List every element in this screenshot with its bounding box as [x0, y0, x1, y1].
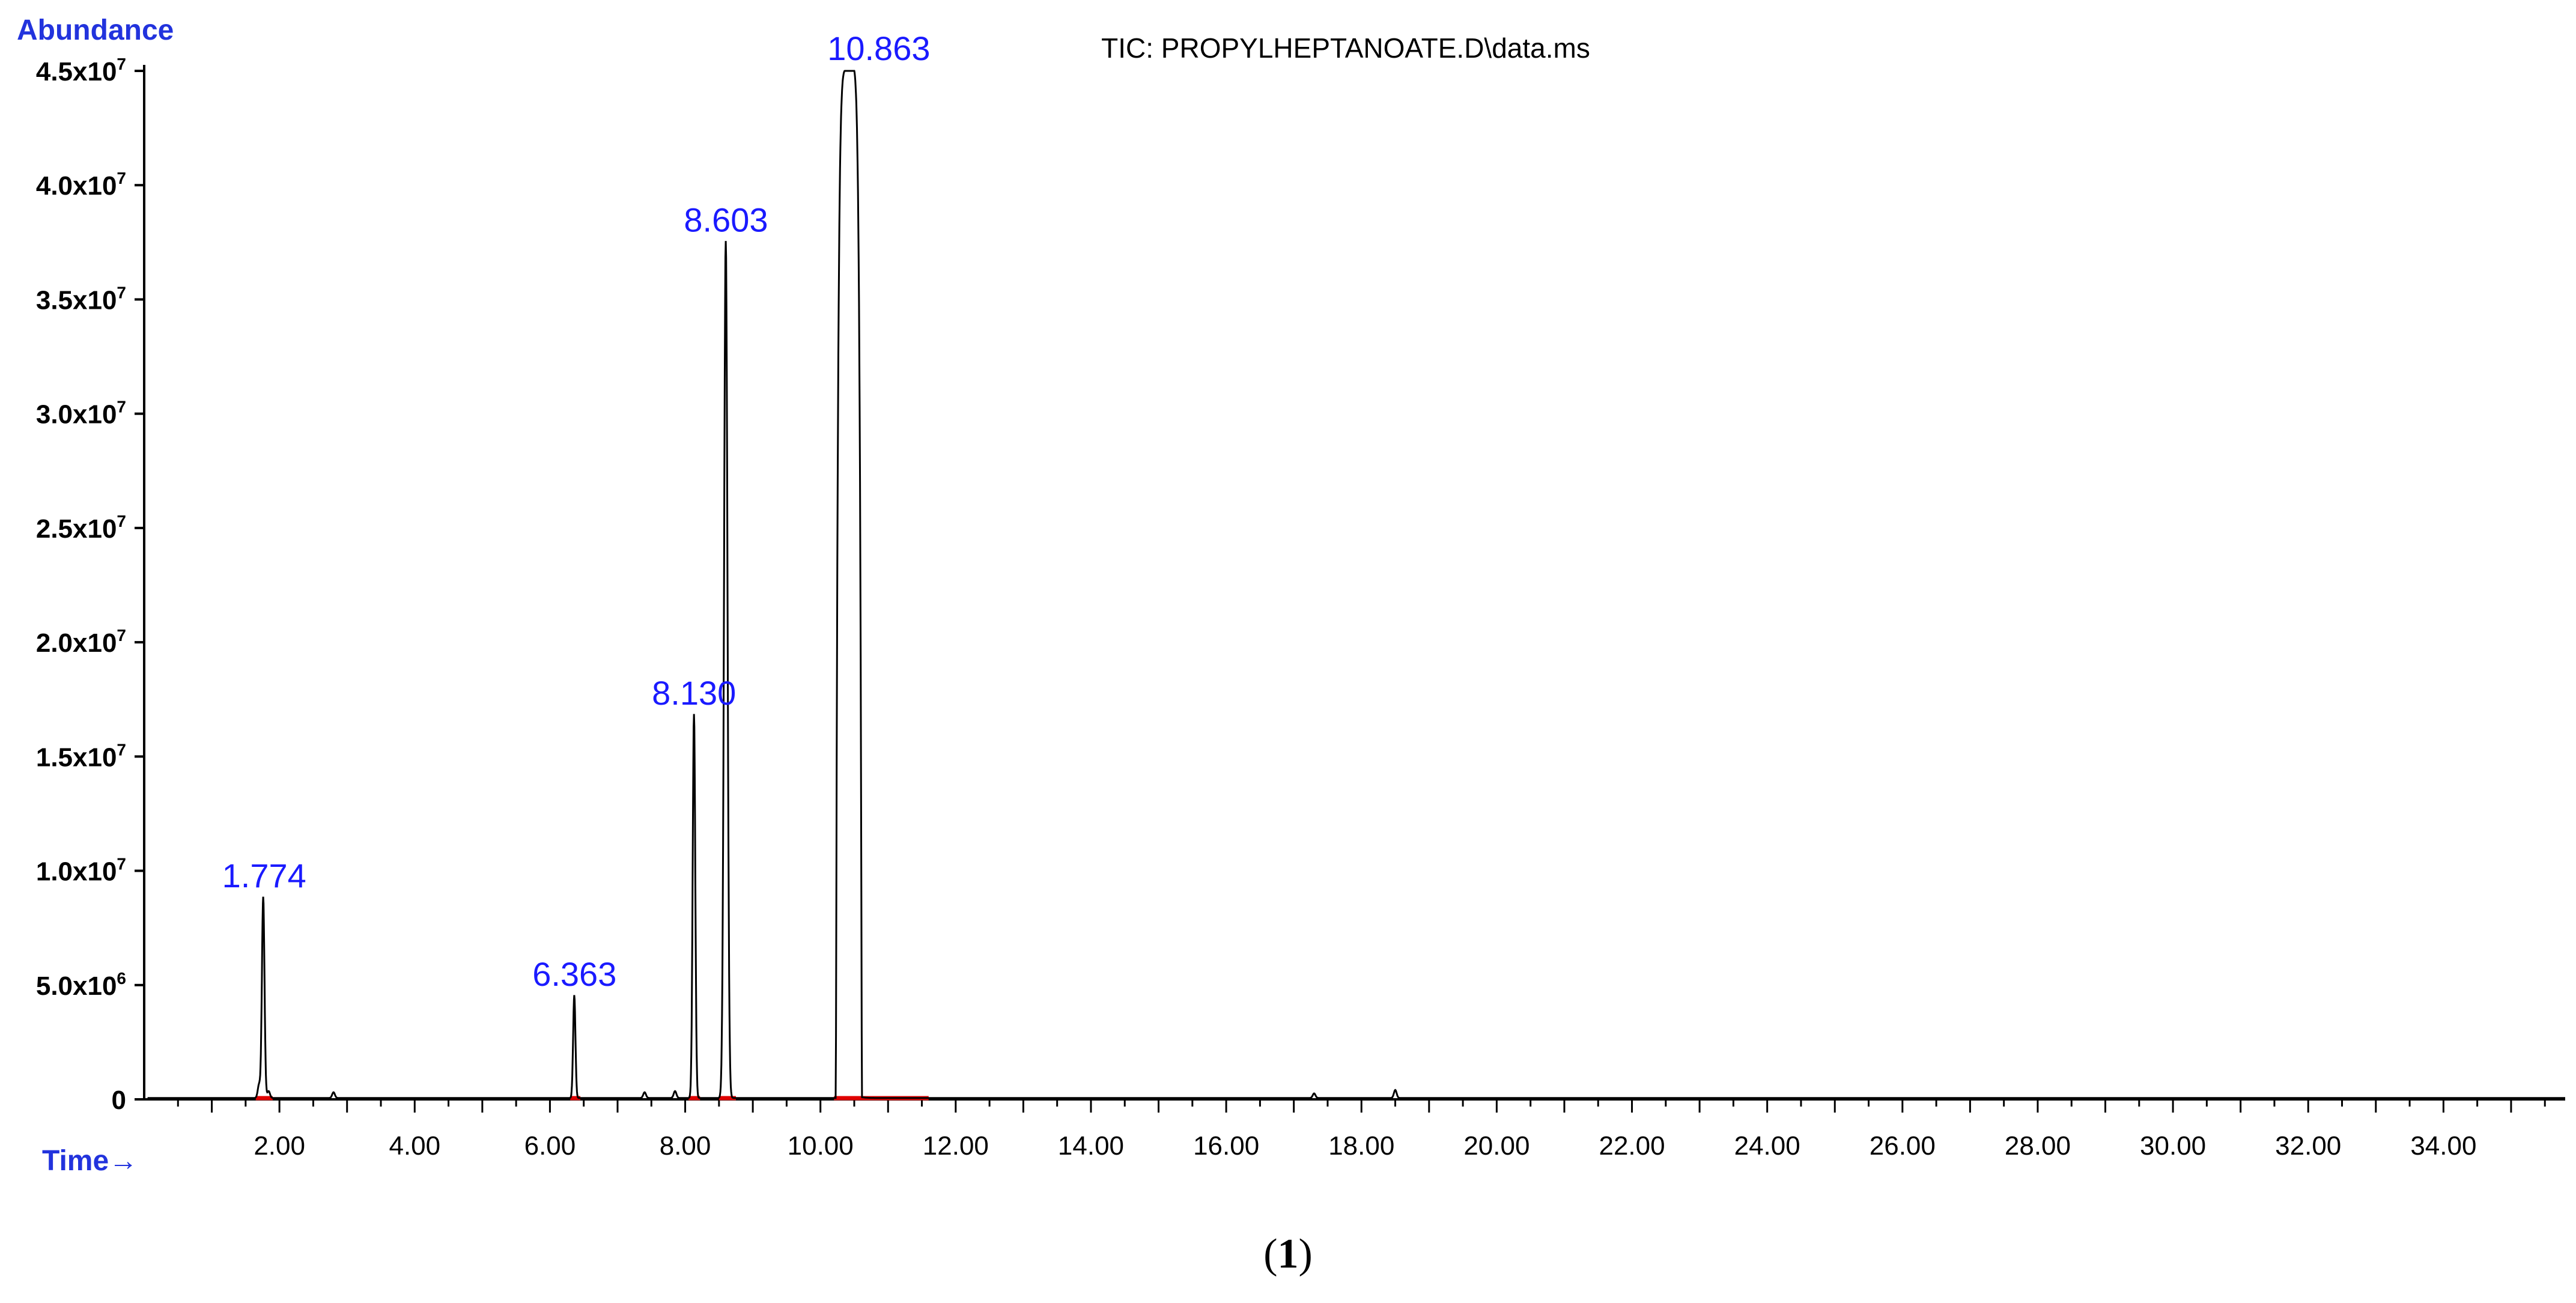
- y-axis-ticks: 0 5.0x106 1.0x107 1.5x107 2.0x107 2.5x107 3.0x…: [36, 55, 144, 1115]
- peak-labels: 1.774 6.363 8.130 8.603 10.863: [222, 29, 931, 993]
- y-tick-label: 2.5x107: [36, 512, 126, 544]
- peak-label: 1.774: [222, 857, 306, 894]
- axes: [143, 65, 2565, 1101]
- x-tick-label: 26.00: [1870, 1131, 1936, 1161]
- peak-label: 8.130: [652, 674, 736, 712]
- y-tick-label: 0: [112, 1086, 126, 1115]
- y-tick-label: 2.0x107: [36, 626, 126, 658]
- caption-open: (: [1263, 1231, 1277, 1277]
- y-tick-label: 3.5x107: [36, 283, 126, 315]
- x-tick-label: 8.00: [660, 1131, 711, 1161]
- x-tick-label: 30.00: [2140, 1131, 2206, 1161]
- x-tick-label: 24.00: [1734, 1131, 1800, 1161]
- x-tick-label: 2.00: [254, 1131, 305, 1161]
- caption-number: 1: [1278, 1231, 1299, 1277]
- x-tick-label: 4.00: [389, 1131, 440, 1161]
- x-tick-label: 22.00: [1599, 1131, 1665, 1161]
- x-tick-label: 12.00: [923, 1131, 989, 1161]
- figure-caption: (1): [1263, 1231, 1313, 1277]
- y-tick-label: 1.0x107: [36, 855, 126, 887]
- y-tick-label: 3.0x107: [36, 398, 126, 430]
- y-axis-title: Abundance: [17, 14, 174, 46]
- chart-title: TIC: PROPYLHEPTANOATE.D\data.ms: [1101, 32, 1590, 64]
- peak-label: 10.863: [827, 29, 930, 67]
- x-tick-label: 16.00: [1193, 1131, 1259, 1161]
- x-tick-label: 10.00: [788, 1131, 854, 1161]
- y-tick-label: 1.5x107: [36, 740, 126, 772]
- x-tick-label: 28.00: [2005, 1131, 2071, 1161]
- x-tick-label: 14.00: [1058, 1131, 1124, 1161]
- x-tick-label: 20.00: [1463, 1131, 1530, 1161]
- x-tick-label: 18.00: [1328, 1131, 1394, 1161]
- x-tick-label: 34.00: [2410, 1131, 2476, 1161]
- y-tick-label: 5.0x106: [36, 969, 126, 1001]
- x-tick-label: 32.00: [2275, 1131, 2341, 1161]
- peak-label: 6.363: [532, 955, 616, 993]
- x-axis-ticks: 2.00 4.00 6.00 8.00 10.00 12.00 14.00 16.00 18.0…: [177, 1099, 2546, 1161]
- x-tick-label: 6.00: [524, 1131, 576, 1161]
- tic-trace-line: [147, 70, 2565, 1099]
- peak-label: 8.603: [684, 201, 768, 238]
- y-tick-label: 4.5x107: [36, 55, 126, 87]
- caption-close: ): [1299, 1231, 1313, 1277]
- y-tick-label: 4.0x107: [36, 169, 126, 201]
- x-axis-title: Time→: [42, 1145, 138, 1177]
